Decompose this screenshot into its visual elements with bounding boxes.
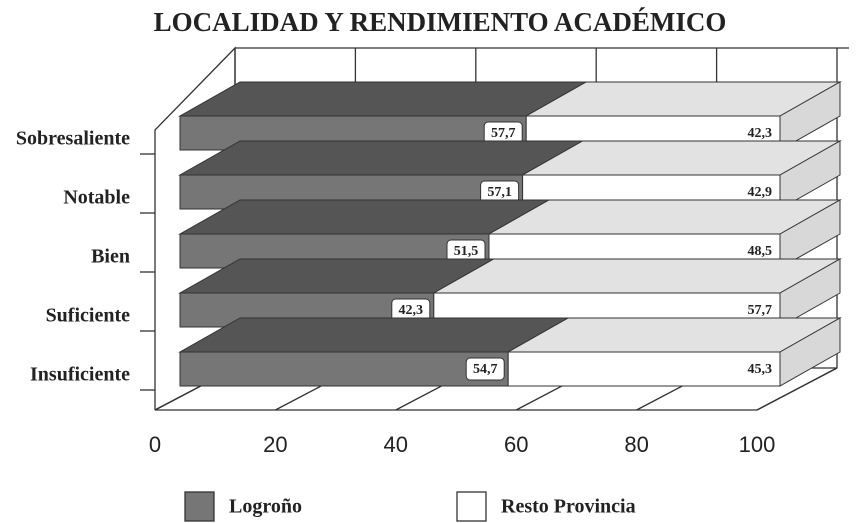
data-label: 51,5 [454, 244, 479, 259]
grid-line [756, 367, 838, 411]
data-label: 57,7 [748, 303, 773, 318]
bar-side [779, 140, 841, 210]
data-label: 45,3 [748, 362, 773, 377]
y-tick-label: Sobresaliente [16, 128, 130, 150]
bar-side [779, 258, 841, 328]
legend-label: Resto Provincia [501, 496, 636, 518]
bar-top [178, 317, 571, 353]
bar-top [178, 199, 551, 235]
data-label: 48,5 [748, 244, 773, 259]
y-tick-label: Suficiente [46, 305, 131, 327]
legend-label: Logroño [229, 496, 302, 518]
legend-swatch [184, 491, 215, 522]
label-box [465, 357, 505, 381]
data-label: 42,3 [748, 126, 773, 141]
data-label: 57,1 [487, 185, 512, 200]
bar-side [779, 317, 841, 387]
bar-top [178, 140, 585, 176]
x-tick-label: 60 [504, 432, 528, 457]
x-tick-label: 80 [624, 432, 648, 457]
x-tick-label: 40 [384, 432, 408, 457]
data-label: 54,7 [473, 362, 498, 377]
x-tick-label: 0 [149, 432, 161, 457]
chart-title: LOCALIDAD Y RENDIMIENTO ACADÉMICO [154, 7, 727, 37]
bar-side [779, 81, 841, 151]
data-label: 42,3 [399, 303, 424, 318]
bar-top [178, 81, 589, 117]
x-tick-label: 20 [263, 432, 287, 457]
data-label: 42,9 [748, 185, 773, 200]
bar [507, 351, 781, 387]
legend-swatch [456, 491, 487, 522]
y-tick-label: Notable [63, 187, 130, 209]
x-tick-label: 100 [739, 432, 776, 457]
y-tick-label: Bien [91, 246, 130, 268]
bar-top [487, 199, 842, 235]
bar-side [779, 199, 841, 269]
y-tick-label: Insuficiente [30, 364, 130, 386]
data-label: 57,7 [491, 126, 516, 141]
bar [179, 351, 509, 387]
bar-top [431, 258, 842, 294]
